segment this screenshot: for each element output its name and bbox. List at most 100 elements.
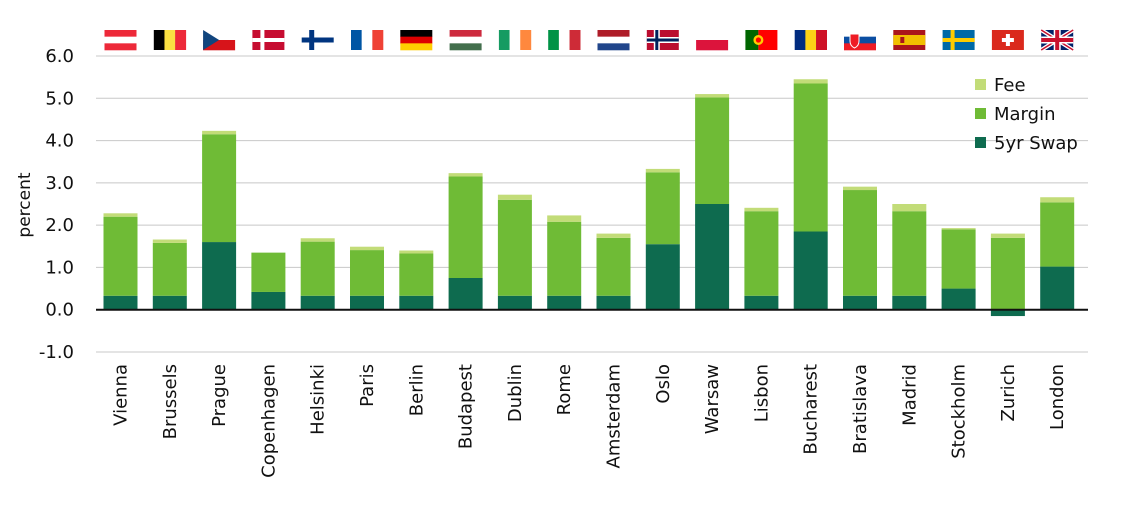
flag-poland-icon [696, 30, 729, 51]
x-tick-label: Stockholm [949, 364, 970, 459]
bar-margin [892, 211, 927, 296]
flag-portugal-icon [745, 30, 778, 50]
flag-italy-icon [548, 30, 581, 50]
bar-margin [990, 237, 1025, 310]
bar-fee [990, 233, 1025, 238]
flag-finland-icon [301, 30, 334, 50]
flag-denmark-icon [252, 30, 285, 50]
bar-fee [695, 94, 730, 98]
x-tick-label: Rome [554, 364, 575, 415]
bar-5yr-swap [448, 278, 483, 310]
gridlines [96, 55, 1088, 353]
bar-5yr-swap [596, 295, 631, 310]
bar-fee [300, 238, 335, 242]
x-tick-label: London [1047, 364, 1068, 430]
bar-5yr-swap [941, 288, 976, 310]
legend: Fee Margin 5yr Swap [975, 75, 1078, 154]
y-tick-label: 3.0 [45, 173, 74, 194]
bar-fee [793, 79, 828, 84]
bar-5yr-swap [892, 295, 927, 310]
x-tick-label: Prague [209, 364, 230, 427]
bar-fee [843, 186, 877, 191]
x-tick-label: Bratislava [850, 364, 871, 454]
bar-margin [103, 216, 138, 296]
x-tick-label: Oslo [653, 364, 674, 404]
x-tick-label: Warsaw [702, 364, 723, 434]
bar-5yr-swap [990, 309, 1025, 317]
x-tick-label: Bucharest [801, 364, 822, 455]
x-tick-label: Brussels [160, 364, 181, 439]
x-axis-ticks: Vienna Brussels Prague Copenhagen Helsinki Pa… [111, 364, 1069, 478]
bar-5yr-swap [1040, 266, 1075, 310]
bar-margin [300, 241, 335, 296]
x-tick-label: Vienna [111, 364, 132, 426]
flag-belgium-icon [153, 30, 187, 50]
legend-swatch [975, 137, 986, 148]
bars [103, 79, 1075, 317]
bar-margin [744, 211, 779, 296]
bar-margin [547, 221, 582, 296]
bar-margin [350, 250, 384, 296]
bar-5yr-swap [793, 231, 828, 310]
y-tick-label: 2.0 [45, 215, 74, 236]
x-tick-label: Madrid [899, 364, 920, 426]
bar-5yr-swap [152, 295, 187, 310]
flag-france-icon [351, 30, 384, 50]
y-tick-label: 1.0 [45, 257, 74, 278]
y-tick-label: -1.0 [39, 342, 74, 363]
bar-5yr-swap [103, 295, 138, 310]
flag-united-kingdom-icon [1040, 28, 1075, 52]
bar-fee [547, 215, 582, 222]
legend-label: Margin [994, 104, 1055, 125]
bar-fee [1040, 197, 1075, 203]
bar-5yr-swap [547, 295, 582, 310]
flag-germany-icon [400, 30, 433, 51]
flag-switzerland-icon [991, 30, 1024, 50]
bar-fee [202, 130, 237, 135]
x-tick-label: Paris [357, 364, 378, 407]
bar-5yr-swap [645, 244, 680, 310]
legend-label: 5yr Swap [994, 133, 1078, 154]
flag-sweden-icon [942, 30, 975, 50]
bar-margin [497, 199, 532, 296]
flag-ireland-icon [498, 30, 532, 50]
legend-item-5yr-swap: 5yr Swap [975, 133, 1078, 154]
flag-romania-icon [794, 30, 827, 50]
bar-margin [399, 253, 434, 296]
x-tick-label: Lisbon [751, 364, 772, 422]
bar-5yr-swap [350, 295, 384, 310]
bar-fee [152, 239, 187, 243]
bar-5yr-swap [300, 295, 335, 310]
legend-item-margin: Margin [975, 104, 1055, 125]
legend-swatch [975, 108, 986, 119]
bar-margin [202, 134, 237, 243]
legend-item-fee: Fee [975, 75, 1026, 96]
y-tick-label: 4.0 [45, 131, 74, 152]
bar-fee [941, 228, 976, 230]
bar-5yr-swap [695, 204, 730, 310]
bar-margin [596, 237, 631, 296]
bar-margin [793, 83, 828, 232]
bar-fee [497, 194, 532, 200]
bar-margin [843, 190, 877, 296]
bar-5yr-swap [843, 295, 877, 310]
x-tick-label: Dublin [505, 364, 526, 422]
bar-5yr-swap [497, 295, 532, 310]
bar-5yr-swap [744, 295, 779, 310]
flag-norway-icon [646, 30, 679, 50]
bar-5yr-swap [399, 295, 434, 310]
bar-margin [1040, 202, 1075, 267]
x-tick-label: Amsterdam [604, 364, 625, 468]
bar-fee [596, 233, 631, 238]
flag-slovakia-icon [844, 30, 876, 51]
x-tick-label: Berlin [406, 364, 427, 416]
y-axis-ticks: 6.0 5.0 4.0 3.0 2.0 1.0 0.0 -1.0 [39, 46, 74, 363]
legend-swatch [975, 79, 986, 90]
y-tick-label: 5.0 [45, 88, 74, 109]
bar-margin [152, 242, 187, 296]
bar-margin [448, 176, 483, 278]
country-flags [104, 28, 1075, 52]
bar-fee [103, 213, 138, 217]
x-tick-label: Budapest [456, 364, 477, 449]
